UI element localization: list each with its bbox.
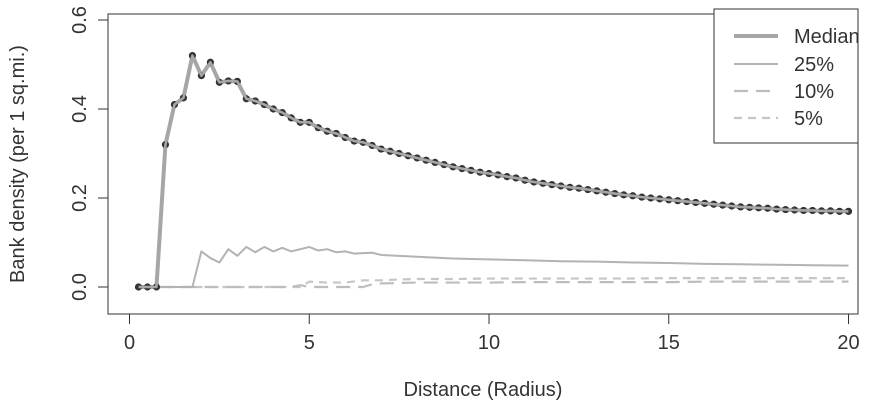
y-tick-label: 0.6 xyxy=(69,6,91,34)
legend-box xyxy=(713,8,859,144)
plot-frame xyxy=(107,13,859,315)
legend-label: 10% xyxy=(794,81,834,103)
x-tick-label: 10 xyxy=(478,332,500,354)
x-axis-title: Distance (Radius) xyxy=(404,379,563,401)
legend-label: Median xyxy=(794,26,860,48)
x-tick-label: 20 xyxy=(837,332,859,354)
x-tick-label: 5 xyxy=(304,332,315,354)
x-tick-label: 15 xyxy=(658,332,680,354)
legend-label: 5% xyxy=(794,108,823,130)
series-line-p5 xyxy=(138,277,849,289)
axes-layer: 0 5 10 15 20 0.0 0.2 0.4 0.6 xyxy=(69,6,860,354)
legend: Median 25% 10% 5% xyxy=(713,8,860,144)
x-tick-label: 0 xyxy=(124,332,135,354)
series-line-median-overlay xyxy=(138,54,849,289)
series-line-p25 xyxy=(138,245,849,288)
y-tick-label: 0.0 xyxy=(69,273,91,301)
median-point xyxy=(134,283,143,291)
y-axis-title: Bank density (per 1 sq.mi.) xyxy=(7,45,29,283)
y-tick-label: 0.2 xyxy=(69,184,91,212)
y-tick-label: 0.4 xyxy=(69,95,91,123)
legend-label: 25% xyxy=(794,54,834,76)
series-line-p10 xyxy=(138,280,849,289)
points-layer xyxy=(134,52,853,291)
